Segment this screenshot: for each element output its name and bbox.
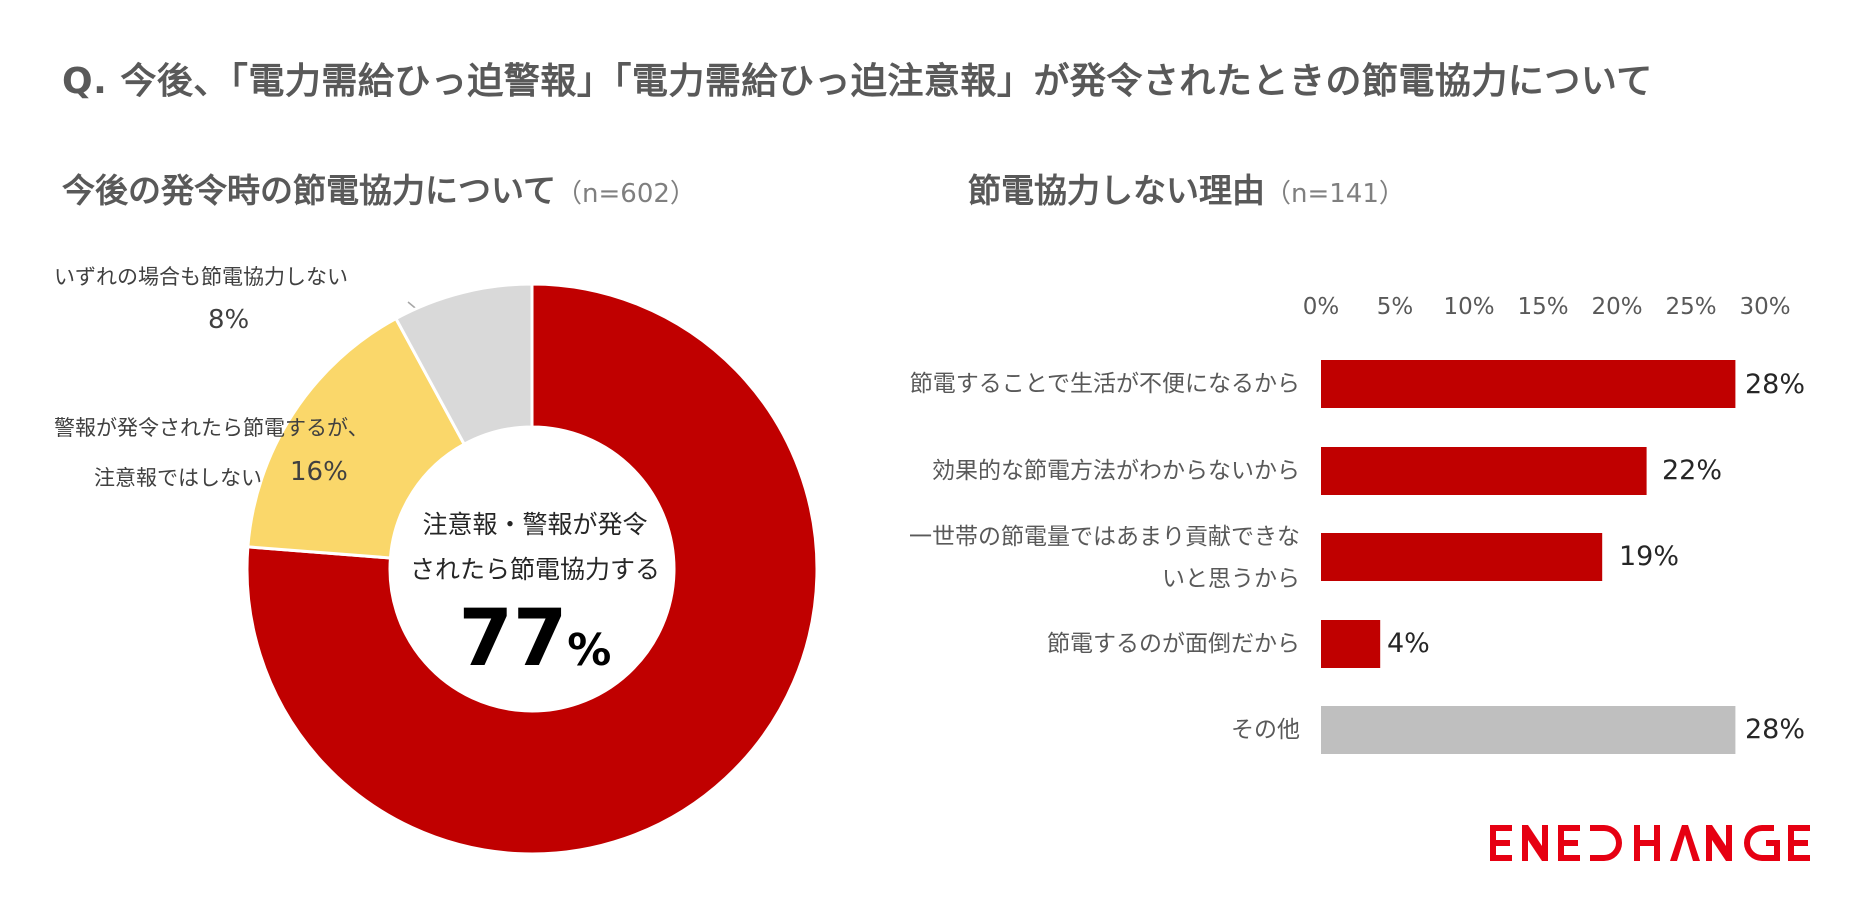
- axis-tick-15: 15%: [1517, 294, 1569, 320]
- enechange-logo: [1490, 825, 1810, 861]
- page-title: Q. 今後、「電力需給ひっ迫警報」「電力需給ひっ迫注意報」が発令されたときの節電…: [62, 61, 1653, 102]
- axis-tick-20: 20%: [1591, 294, 1643, 320]
- axis-tick-25: 25%: [1665, 294, 1717, 320]
- bar-value-label-3: 19%: [1619, 541, 1680, 572]
- label-alert-only-line1: 警報が発令されたら節電するが、: [54, 416, 369, 440]
- donut-chart-title: 今後の発令時の節電協力について（n=602）: [62, 164, 696, 212]
- donut-slice-none: [393, 282, 534, 447]
- category-label-4: 節電するのが面倒だから: [1047, 631, 1300, 657]
- category-label-1: 節電することで生活が不便になるから: [909, 371, 1300, 397]
- axis-tick-5: 5%: [1376, 294, 1414, 320]
- axis-tick-10: 10%: [1443, 294, 1495, 320]
- category-label-5: その他: [1231, 717, 1300, 743]
- bar-2: [1321, 447, 1647, 495]
- donut-slice-alert-only: [246, 316, 467, 560]
- bar-value-label-4: 4%: [1387, 628, 1430, 659]
- label-no-cooperation: いずれの場合も節電協力しない: [54, 265, 348, 289]
- bar-sample-size: （n=141）: [1265, 179, 1405, 209]
- donut-title-text: 今後の発令時の節電協力について: [62, 171, 557, 210]
- donut-center-line2: されたら節電協力する: [409, 555, 660, 584]
- category-label-2: 効果的な節電方法がわからないから: [932, 458, 1300, 484]
- donut-center-number: 77: [458, 594, 568, 684]
- donut-center-unit: %: [567, 625, 612, 676]
- label-alert-only-line2: 注意報ではしない: [94, 466, 262, 490]
- donut-slice-both: [245, 282, 819, 856]
- donut-center-value: 77%: [390, 594, 680, 696]
- category-label-3-line1: 一世帯の節電量ではあまり貢献できな: [909, 524, 1300, 550]
- bar-title-text: 節電協力しない理由: [968, 171, 1265, 210]
- axis-tick-30: 30%: [1739, 294, 1791, 320]
- donut-chart: [245, 282, 819, 856]
- bar-1: [1321, 360, 1736, 408]
- bar-chart-title: 節電協力しない理由（n=141）: [968, 164, 1405, 212]
- bar-3: [1321, 533, 1603, 581]
- pct-no-cooperation: 8%: [208, 305, 250, 335]
- bar-5: [1321, 706, 1736, 754]
- bar-value-label-1: 28%: [1745, 369, 1806, 400]
- bar-4: [1321, 620, 1381, 668]
- category-label-3-line2: いと思うから: [1162, 566, 1300, 592]
- donut-center-line1: 注意報・警報が発令: [422, 510, 648, 539]
- axis-tick-0: 0%: [1302, 294, 1340, 320]
- bar-value-label-2: 22%: [1662, 455, 1723, 486]
- pct-alert-only: 16%: [290, 457, 348, 487]
- donut-sample-size: （n=602）: [556, 179, 696, 209]
- bar-value-label-5: 28%: [1745, 714, 1806, 745]
